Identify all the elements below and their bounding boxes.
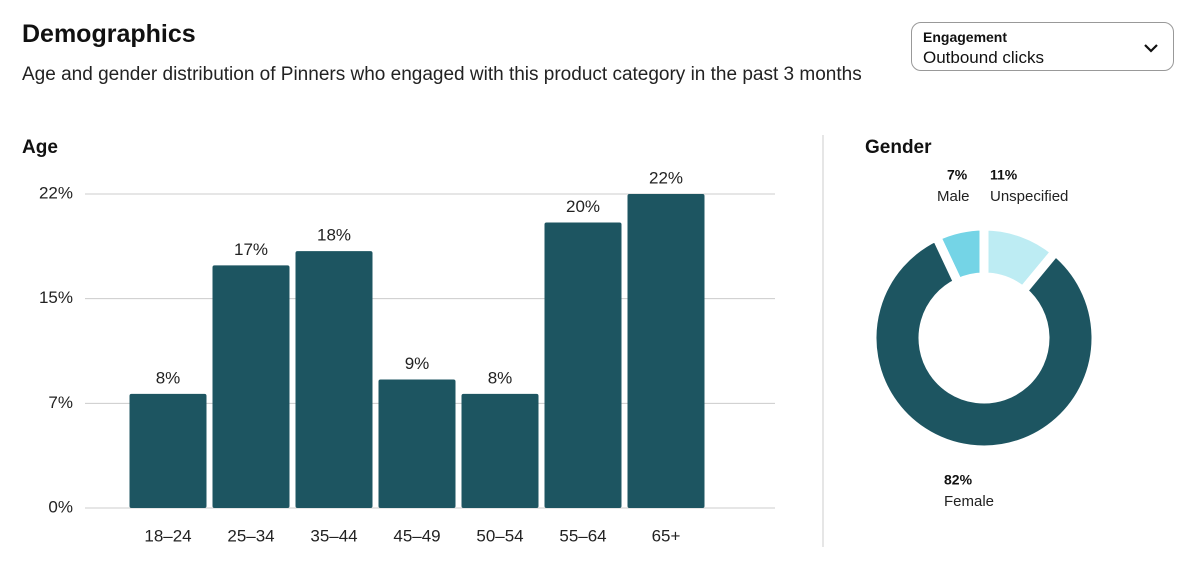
data-label: 8% [156,368,181,387]
data-label: 18% [317,226,351,245]
y-tick-label: 7% [48,393,73,412]
slice-name-label: Male [937,188,970,205]
pie-slice [867,232,1101,455]
slice-name-label: Unspecified [990,188,1068,205]
page-title: Demographics [22,20,196,48]
pie-chart-title: Gender [865,137,932,158]
bar [378,379,456,508]
data-label: 9% [405,354,430,373]
x-tick-label: 18–24 [144,526,191,545]
y-tick-label: 15% [39,288,73,307]
slice-value-label: 82% [944,472,973,488]
bar [461,393,539,508]
bar [212,265,290,508]
dropdown-label: Engagement [923,29,1008,45]
bar [295,251,373,508]
slice-name-label: Female [944,493,994,510]
dropdown-value: Outbound clicks [923,48,1044,67]
bar [544,222,622,508]
x-tick-label: 55–64 [559,526,606,545]
bar-chart-title: Age [22,137,58,158]
x-tick-label: 35–44 [310,526,357,545]
data-label: 17% [234,240,268,259]
data-label: 20% [566,197,600,216]
engagement-dropdown[interactable]: Engagement Outbound clicks [911,22,1174,71]
chevron-icon [1144,44,1158,53]
data-label: 8% [488,368,513,387]
slice-value-label: 11% [990,167,1018,183]
x-tick-label: 65+ [652,526,681,545]
slice-value-label: 7% [947,167,968,183]
bar [627,194,705,508]
page-subtitle: Age and gender distribution of Pinners w… [22,64,862,85]
data-label: 22% [649,168,683,187]
y-tick-label: 0% [48,497,73,516]
x-tick-label: 45–49 [393,526,440,545]
x-tick-label: 25–34 [227,526,274,545]
bar [129,393,207,508]
x-tick-label: 50–54 [476,526,523,545]
y-tick-label: 22% [39,183,73,202]
